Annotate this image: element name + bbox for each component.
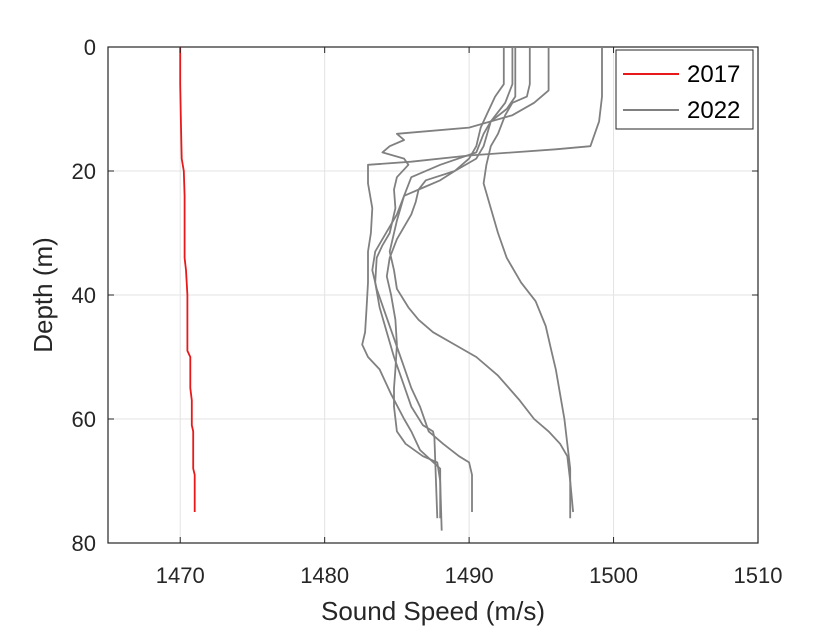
axis-ticks: 1470 1480 1490 1500 1510 0 20 40 60 80: [72, 35, 783, 588]
x-tick-label: 1510: [734, 563, 783, 588]
legend-box: [615, 49, 754, 130]
series-line-profile-2: [374, 47, 550, 519]
legend-label-2017: 2017: [687, 61, 740, 88]
y-tick-label: 40: [72, 283, 96, 308]
y-axis-title: Depth (m): [28, 237, 58, 353]
y-tick-label: 80: [72, 531, 96, 556]
y-tick-label: 60: [72, 407, 96, 432]
series-line-profile-3: [388, 47, 574, 513]
x-tick-label: 1470: [156, 563, 205, 588]
series-line-profile-4: [371, 47, 505, 512]
y-tick-label: 20: [72, 159, 96, 184]
series-line-profile-5: [482, 47, 572, 519]
x-tick-label: 1490: [445, 563, 494, 588]
series-layer: [179, 47, 603, 531]
series-line-profile-6: [385, 47, 514, 531]
x-tick-label: 1480: [300, 563, 349, 588]
x-axis-title: Sound Speed (m/s): [321, 596, 545, 626]
series-line-2022: [361, 47, 603, 519]
legend-label-2022: 2022: [687, 97, 740, 124]
y-tick-label: 0: [84, 35, 96, 60]
x-tick-label: 1500: [589, 563, 638, 588]
legend: 2017 2022: [615, 49, 754, 130]
series-line-2017: [179, 47, 196, 512]
